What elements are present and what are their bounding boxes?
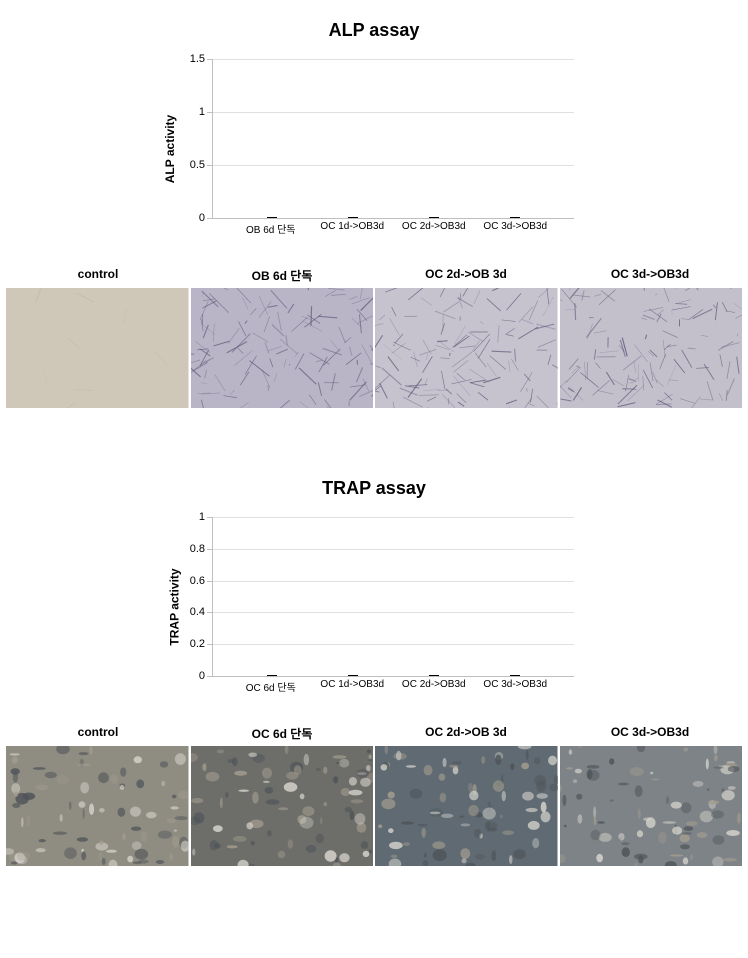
- error-cap: [267, 675, 277, 676]
- ytick-label: 0: [199, 212, 213, 224]
- micrograph-label: OC 3d->OB3d: [558, 725, 742, 746]
- gridline: [213, 581, 574, 582]
- alp-image-labels: controlOB 6d 단독OC 2d->OB 3dOC 3d->OB3d: [6, 267, 742, 288]
- error-cap: [510, 217, 520, 218]
- alp-plot-area: 00.511.5: [212, 59, 574, 219]
- micrograph-label: OC 3d->OB3d: [558, 267, 742, 288]
- xtick-label: OC 3d->OB3d: [480, 679, 550, 707]
- micrograph: [375, 746, 558, 866]
- alp-chart: ALP activity 00.511.5 OB 6d 단독OC 1d->OB3…: [164, 49, 584, 249]
- panel-spacer: [0, 408, 748, 478]
- micrograph: [375, 288, 558, 408]
- alp-title: ALP assay: [0, 20, 748, 41]
- micrograph-label: OC 6d 단독: [190, 725, 374, 746]
- ytick-label: 0: [199, 670, 213, 682]
- micrograph-label: OC 2d->OB 3d: [374, 267, 558, 288]
- gridline: [213, 112, 574, 113]
- ytick-label: 1: [199, 511, 213, 523]
- micrograph-label: control: [6, 725, 190, 746]
- ytick-label: 0.8: [190, 543, 213, 555]
- trap-title: TRAP assay: [0, 478, 748, 499]
- alp-images: [6, 288, 742, 408]
- alp-panel: ALP assay ALP activity 00.511.5 OB 6d 단독…: [0, 20, 748, 408]
- xtick-label: OC 1d->OB3d: [317, 221, 387, 249]
- micrograph: [6, 746, 189, 866]
- error-cap: [429, 675, 439, 676]
- xtick-label: OC 6d 단독: [236, 679, 306, 707]
- micrograph-label: OC 2d->OB 3d: [374, 725, 558, 746]
- micrograph: [6, 288, 189, 408]
- alp-xlabels: OB 6d 단독 OC 1d->OB3d OC 2d->OB3d OC 3d->OB3…: [212, 221, 574, 249]
- alp-bars: [213, 59, 574, 218]
- trap-chart: TRAP activity 00.20.40.60.81 OC 6d 단독OC …: [164, 507, 584, 707]
- xtick-label: OC 3d->OB3d: [480, 221, 550, 249]
- error-cap: [348, 675, 358, 676]
- xtick-label: OB 6d 단독: [236, 221, 306, 249]
- alp-image-row: controlOB 6d 단독OC 2d->OB 3dOC 3d->OB3d: [0, 267, 748, 408]
- trap-plot-area: 00.20.40.60.81: [212, 517, 574, 677]
- alp-chart-wrap: ALP activity 00.511.5 OB 6d 단독OC 1d->OB3…: [0, 49, 748, 249]
- gridline: [213, 644, 574, 645]
- micrograph-label: control: [6, 267, 190, 288]
- error-cap: [429, 217, 439, 218]
- trap-image-row: controlOC 6d 단독OC 2d->OB 3dOC 3d->OB3d: [0, 725, 748, 866]
- ytick-label: 0.4: [190, 606, 213, 618]
- gridline: [213, 517, 574, 518]
- xtick-label: OC 2d->OB3d: [399, 679, 469, 707]
- micrograph-label: OB 6d 단독: [190, 267, 374, 288]
- micrograph: [191, 746, 374, 866]
- gridline: [213, 59, 574, 60]
- trap-ylabel: TRAP activity: [168, 568, 182, 645]
- ytick-label: 1: [199, 106, 213, 118]
- error-cap: [510, 675, 520, 676]
- trap-panel: TRAP assay TRAP activity 00.20.40.60.81 …: [0, 478, 748, 866]
- xtick-label: OC 1d->OB3d: [317, 679, 387, 707]
- trap-xlabels: OC 6d 단독 OC 1d->OB3d OC 2d->OB3d OC 3d->OB3…: [212, 679, 574, 707]
- ytick-label: 0.2: [190, 638, 213, 650]
- micrograph: [560, 746, 743, 866]
- trap-images: [6, 746, 742, 866]
- micrograph: [560, 288, 743, 408]
- trap-bars: [213, 517, 574, 676]
- gridline: [213, 549, 574, 550]
- micrograph: [191, 288, 374, 408]
- alp-ylabel: ALP activity: [163, 115, 177, 183]
- ytick-label: 0.5: [190, 159, 213, 171]
- ytick-label: 1.5: [190, 53, 213, 65]
- error-cap: [267, 217, 277, 218]
- trap-chart-wrap: TRAP activity 00.20.40.60.81 OC 6d 단독OC …: [0, 507, 748, 707]
- ytick-label: 0.6: [190, 575, 213, 587]
- xtick-label: OC 2d->OB3d: [399, 221, 469, 249]
- trap-image-labels: controlOC 6d 단독OC 2d->OB 3dOC 3d->OB3d: [6, 725, 742, 746]
- error-cap: [348, 217, 358, 218]
- gridline: [213, 612, 574, 613]
- gridline: [213, 165, 574, 166]
